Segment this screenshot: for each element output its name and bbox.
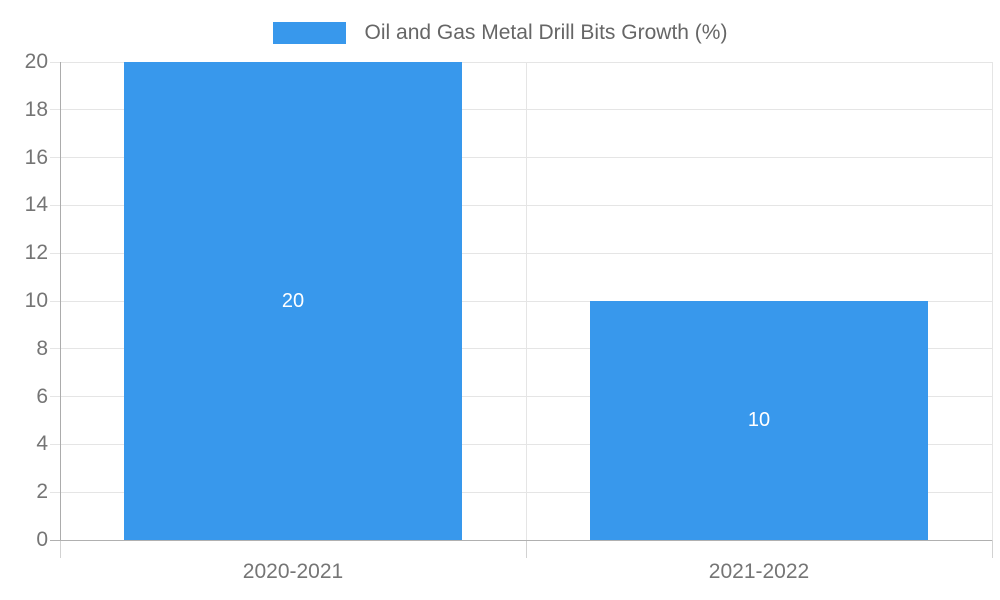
y-tick-label: 4 bbox=[36, 432, 48, 456]
vertical-gridline bbox=[991, 62, 993, 540]
y-gridline bbox=[50, 109, 992, 111]
y-tick-label: 18 bbox=[24, 97, 48, 121]
y-tick-label: 6 bbox=[36, 384, 48, 408]
y-gridline bbox=[50, 348, 992, 350]
legend-swatch-icon bbox=[272, 22, 346, 44]
chart-legend[interactable]: Oil and Gas Metal Drill Bits Growth (%) bbox=[0, 22, 1000, 44]
y-gridline bbox=[50, 443, 992, 445]
y-gridline bbox=[50, 252, 992, 254]
y-tick-label: 16 bbox=[24, 145, 48, 169]
bar-value-label: 10 bbox=[747, 409, 771, 431]
bar[interactable]: 20 bbox=[124, 62, 462, 540]
bar-value-label: 20 bbox=[281, 289, 305, 312]
y-axis-line bbox=[59, 62, 61, 540]
x-tick-label: 2020-2021 bbox=[242, 560, 344, 583]
y-gridline bbox=[50, 204, 992, 206]
y-gridline bbox=[50, 61, 992, 63]
y-tick-label: 8 bbox=[36, 336, 48, 360]
y-gridline bbox=[50, 396, 992, 398]
x-axis-tick bbox=[525, 540, 527, 558]
x-axis-tick bbox=[991, 540, 993, 558]
bar[interactable]: 10 bbox=[590, 301, 928, 540]
y-tick-label: 12 bbox=[24, 241, 48, 265]
x-tick-label: 2021-2022 bbox=[708, 560, 810, 583]
y-tick-label: 14 bbox=[24, 193, 48, 217]
x-axis-tick bbox=[59, 540, 61, 558]
vertical-gridline bbox=[525, 62, 527, 540]
y-tick-label: 10 bbox=[24, 289, 48, 312]
y-tick-label: 2 bbox=[36, 480, 48, 504]
y-tick-label: 20 bbox=[24, 50, 48, 73]
legend-label: Oil and Gas Metal Drill Bits Growth (%) bbox=[364, 21, 728, 44]
y-gridline bbox=[50, 157, 992, 159]
y-tick-label: 0 bbox=[36, 528, 48, 551]
x-axis-baseline bbox=[50, 539, 992, 541]
y-gridline bbox=[50, 491, 992, 493]
y-gridline bbox=[50, 300, 992, 302]
